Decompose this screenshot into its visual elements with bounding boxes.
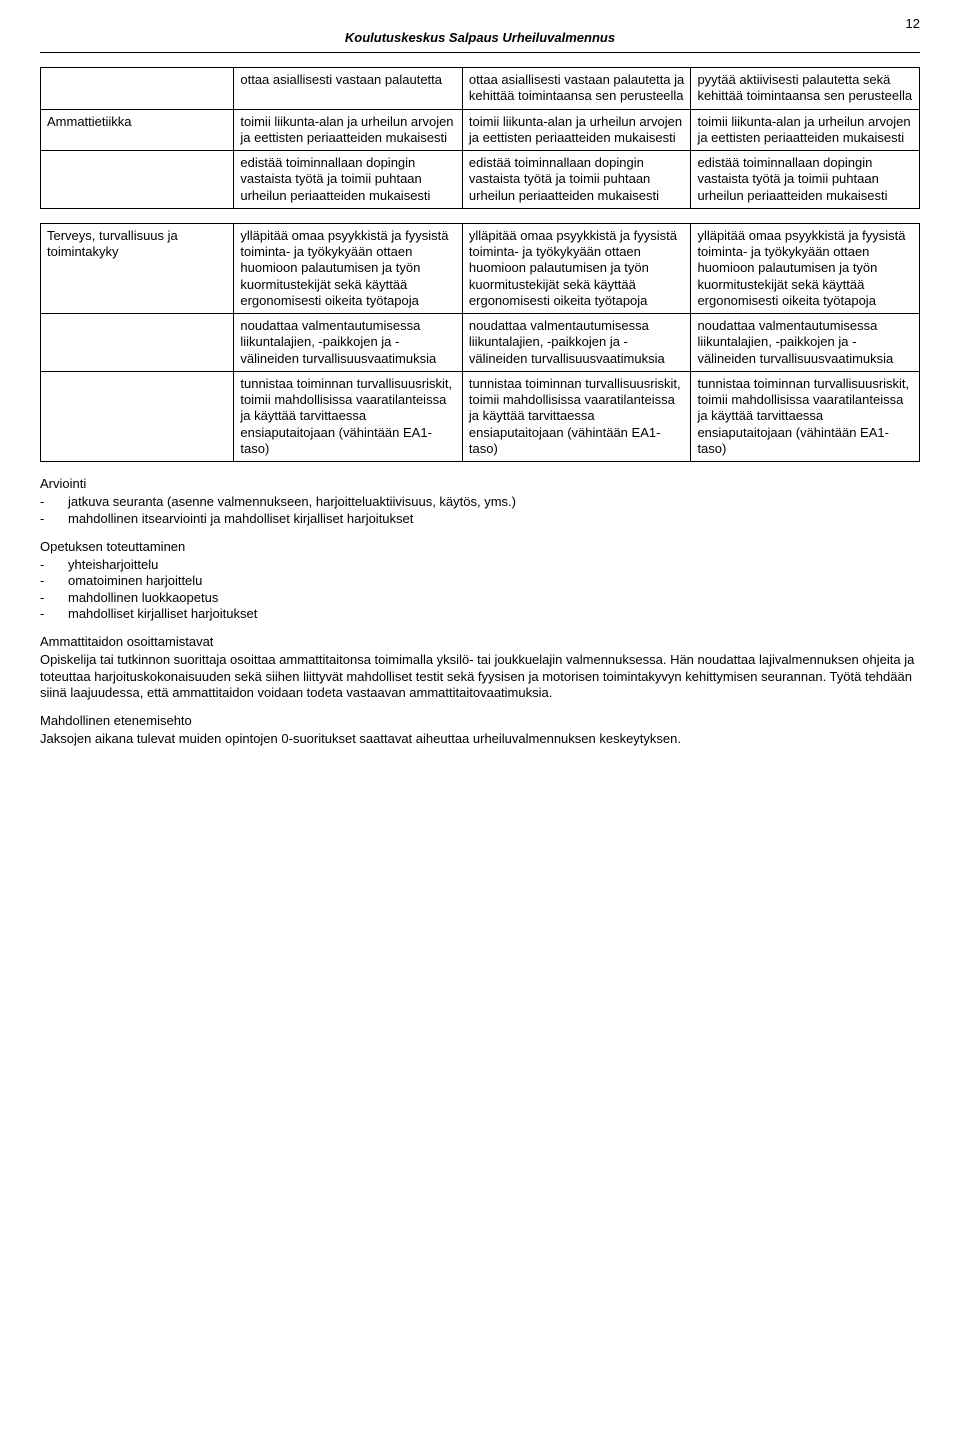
list-item: mahdollinen luokkaopetus	[54, 590, 920, 606]
cell: tunnistaa toiminnan turvallisuusriskit, …	[462, 371, 691, 461]
cell: edistää toiminnallaan dopingin vastaista…	[462, 151, 691, 209]
table-row: Terveys, turvallisuus ja toimintakyky yl…	[41, 223, 920, 313]
cell: tunnistaa toiminnan turvallisuusriskit, …	[234, 371, 463, 461]
cell: tunnistaa toiminnan turvallisuusriskit, …	[691, 371, 920, 461]
page-header: Koulutuskeskus Salpaus Urheiluvalmennus …	[40, 30, 920, 48]
table-row: noudattaa valmentautumisessa liikuntalaj…	[41, 314, 920, 372]
cell: ylläpitää omaa psyykkistä ja fyysistä to…	[462, 223, 691, 313]
competence-table-1: ottaa asiallisesti vastaan palautetta ot…	[40, 67, 920, 209]
competence-table-2: Terveys, turvallisuus ja toimintakyky yl…	[40, 223, 920, 462]
list-item: yhteisharjoittelu	[54, 557, 920, 573]
table-row: tunnistaa toiminnan turvallisuusriskit, …	[41, 371, 920, 461]
eteneminen-heading: Mahdollinen etenemisehto	[40, 713, 920, 729]
cell: ottaa asiallisesti vastaan palautetta	[234, 68, 463, 110]
page-number: 12	[906, 16, 920, 32]
header-title: Koulutuskeskus Salpaus Urheiluvalmennus	[40, 30, 920, 46]
cell: edistää toiminnallaan dopingin vastaista…	[234, 151, 463, 209]
cell: noudattaa valmentautumisessa liikuntalaj…	[691, 314, 920, 372]
opetuksen-heading: Opetuksen toteuttaminen	[40, 539, 920, 555]
cell: toimii liikunta-alan ja urheilun arvojen…	[691, 109, 920, 151]
cell: edistää toiminnallaan dopingin vastaista…	[691, 151, 920, 209]
row-label	[41, 68, 234, 110]
ammattitaidon-heading: Ammattitaidon osoittamistavat	[40, 634, 920, 650]
list-item: jatkuva seuranta (asenne valmennukseen, …	[54, 494, 920, 510]
arviointi-heading: Arviointi	[40, 476, 920, 492]
row-label	[41, 371, 234, 461]
cell: noudattaa valmentautumisessa liikuntalaj…	[462, 314, 691, 372]
row-label: Ammattietiikka	[41, 109, 234, 151]
cell: toimii liikunta-alan ja urheilun arvojen…	[234, 109, 463, 151]
list-item: mahdollinen itsearviointi ja mahdolliset…	[54, 511, 920, 527]
arviointi-list: jatkuva seuranta (asenne valmennukseen, …	[40, 494, 920, 527]
cell: toimii liikunta-alan ja urheilun arvojen…	[462, 109, 691, 151]
header-rule	[40, 52, 920, 53]
table-row: Ammattietiikka toimii liikunta-alan ja u…	[41, 109, 920, 151]
cell: noudattaa valmentautumisessa liikuntalaj…	[234, 314, 463, 372]
opetuksen-list: yhteisharjoittelu omatoiminen harjoittel…	[40, 557, 920, 622]
eteneminen-body: Jaksojen aikana tulevat muiden opintojen…	[40, 731, 920, 747]
row-label	[41, 151, 234, 209]
cell: pyytää aktiivisesti palautetta sekä kehi…	[691, 68, 920, 110]
cell: ylläpitää omaa psyykkistä ja fyysistä to…	[691, 223, 920, 313]
list-item: omatoiminen harjoittelu	[54, 573, 920, 589]
row-label: Terveys, turvallisuus ja toimintakyky	[41, 223, 234, 313]
list-item: mahdolliset kirjalliset harjoitukset	[54, 606, 920, 622]
table-row: edistää toiminnallaan dopingin vastaista…	[41, 151, 920, 209]
ammattitaidon-body: Opiskelija tai tutkinnon suorittaja osoi…	[40, 652, 920, 701]
row-label	[41, 314, 234, 372]
cell: ylläpitää omaa psyykkistä ja fyysistä to…	[234, 223, 463, 313]
table-row: ottaa asiallisesti vastaan palautetta ot…	[41, 68, 920, 110]
cell: ottaa asiallisesti vastaan palautetta ja…	[462, 68, 691, 110]
